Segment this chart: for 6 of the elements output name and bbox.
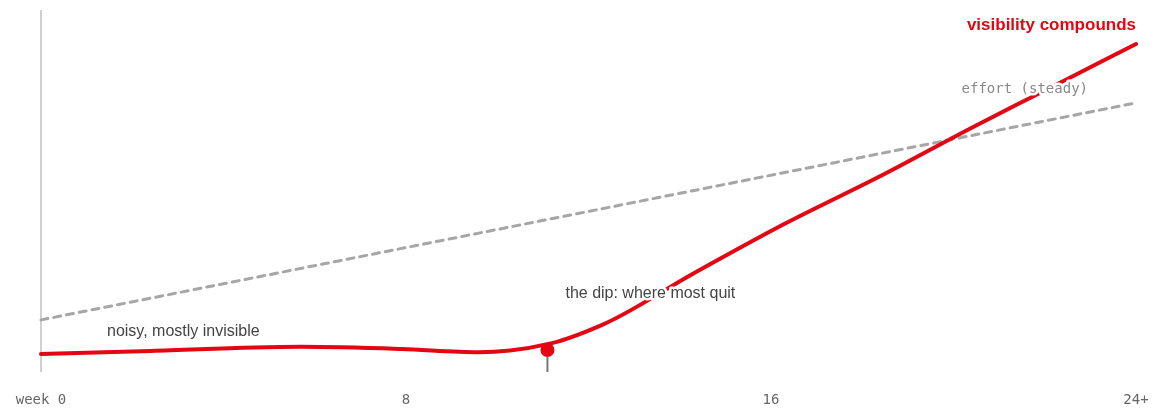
- x-tick-label: week 0: [15, 391, 67, 407]
- x-tick-label: 24+: [1123, 391, 1149, 407]
- series-label: visibility compounds: [966, 15, 1136, 34]
- annotation: noisy, mostly invisible: [107, 322, 260, 339]
- x-tick-label: 16: [762, 391, 780, 407]
- x-tick-label: 8: [401, 391, 411, 407]
